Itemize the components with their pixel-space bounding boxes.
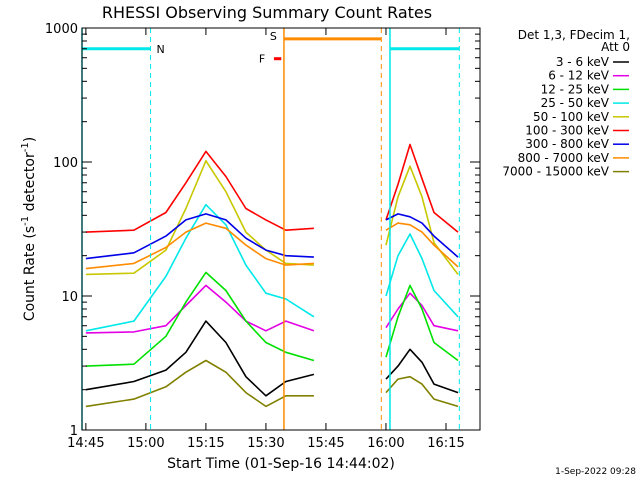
series-50-100-kev-line-1: [85, 160, 314, 276]
x-tick-label-15-45: 15:45: [307, 436, 344, 451]
series-6-12-kev-line-1: [85, 284, 315, 334]
series-800-7000-kev-line-1: [85, 222, 314, 270]
y-tick-label-10: 10: [61, 290, 78, 305]
series-layer: [85, 143, 459, 408]
series-25-50-kev-line-1: [85, 203, 315, 332]
x-tick-label-14-45: 14:45: [67, 436, 104, 451]
series-100-300-kev-line-2: [385, 143, 459, 233]
legend-label-6-12-kev: 6 - 12 keV: [548, 69, 610, 83]
series-25-50-kev-line-2: [385, 233, 459, 318]
y-axis-label: Count Rate (s-1 detector-1): [20, 137, 38, 321]
legend-header-line2: Att 0: [601, 40, 630, 54]
series-3-6-kev-line-1: [85, 320, 315, 397]
series-800-7000-kev-line-2: [385, 222, 459, 268]
axis-layer: 14:45 15:00 15:15 15:30 15:45 16:00 16:15 1 10 10…: [45, 22, 480, 451]
series-300-800-kev-line-2: [385, 213, 459, 258]
annotation-layer: N SF: [81, 28, 460, 430]
series-300-800-kev-line-1: [85, 213, 314, 260]
timestamp: 1-Sep-2022 09:28: [555, 467, 636, 477]
series-12-25-kev-line-1: [85, 271, 315, 367]
legend-label-300-800-kev: 300 - 800 keV: [525, 137, 609, 151]
legend-label-12-25-kev: 12 - 25 keV: [541, 82, 610, 96]
x-tick-label-15-15: 15:15: [187, 436, 224, 451]
flare-label: F: [259, 53, 265, 66]
plot-frame: [81, 27, 481, 431]
legend-label-3-6-kev: 3 - 6 keV: [556, 55, 610, 69]
series-7000-15000-kev-line-2: [385, 375, 459, 408]
series-12-25-kev-line-2: [385, 284, 459, 362]
legend-header-line1: Det 1,3, FDecim 1,: [518, 28, 630, 42]
chart-title: RHESSI Observing Summary Count Rates: [102, 3, 432, 22]
y-tick-label-1: 1: [70, 424, 78, 439]
saa-label: S: [270, 30, 277, 43]
y-tick-label-100: 100: [53, 156, 78, 171]
x-tick-label-16-00: 16:00: [367, 436, 404, 451]
x-tick-label-15-00: 15:00: [127, 436, 164, 451]
series-100-300-kev-line-1: [85, 150, 314, 233]
legend-label-25-50-kev: 25 - 50 keV: [541, 96, 610, 110]
legend-label-800-7000-kev: 800 - 7000 keV: [518, 151, 610, 165]
x-tick-label-16-15: 16:15: [427, 436, 464, 451]
legend-label-100-300-kev: 100 - 300 keV: [525, 124, 609, 138]
legend-label-7000-15000-kev: 7000 - 15000 keV: [502, 165, 609, 179]
x-axis-label: Start Time (01-Sep-16 14:44:02): [167, 456, 395, 472]
legend-label-50-100-kev: 50 - 100 keV: [533, 110, 610, 124]
series-7000-15000-kev-line-1: [85, 359, 314, 408]
series-6-12-kev-line-2: [385, 292, 459, 332]
y-tick-label-1000: 1000: [45, 22, 78, 37]
night-label: N: [157, 43, 165, 56]
series-3-6-kev-line-2: [385, 348, 459, 394]
x-tick-label-15-30: 15:30: [247, 436, 284, 451]
